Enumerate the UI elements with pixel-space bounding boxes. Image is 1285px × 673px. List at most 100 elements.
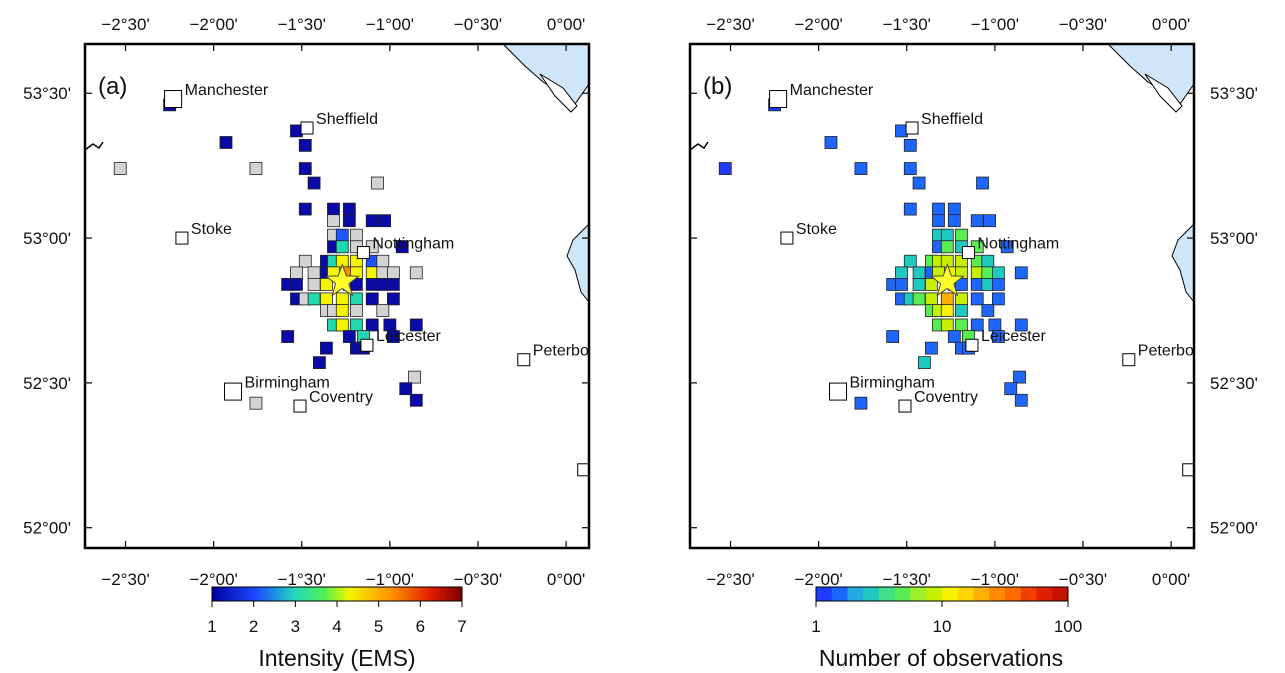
colorbar-b-block bbox=[989, 587, 1006, 601]
heatmap-cell bbox=[895, 266, 908, 280]
colorbar-b-block bbox=[957, 587, 974, 601]
heatmap-cell bbox=[335, 240, 349, 254]
tick-label-lon-top: −1°00' bbox=[971, 15, 1019, 34]
heatmap-cell bbox=[386, 330, 400, 343]
panel-a-intensity: Manchester Sheffield Stoke Nottingham Leices… bbox=[23, 15, 630, 671]
tick-label-lat: 53°00' bbox=[23, 229, 71, 248]
tick-label-lat: 53°00' bbox=[1210, 229, 1258, 248]
heatmap-cell bbox=[886, 330, 900, 343]
heatmap-cell bbox=[349, 318, 363, 332]
city-label: Stoke bbox=[191, 221, 232, 238]
heatmap-cell bbox=[365, 214, 379, 228]
tick-label-lat: 52°30' bbox=[23, 374, 71, 393]
tick-label-lon-top: 0°00' bbox=[1152, 15, 1190, 34]
city-label: Sheffield bbox=[921, 111, 983, 128]
heatmap-cell bbox=[932, 214, 945, 228]
colorbar-tick-label: 6 bbox=[416, 617, 425, 636]
heatmap-cell bbox=[371, 176, 384, 190]
heatmap-cell bbox=[925, 341, 938, 355]
heatmap-cell bbox=[954, 228, 968, 242]
heatmap-cell bbox=[1014, 318, 1028, 332]
heatmap-cell bbox=[970, 292, 984, 306]
heatmap-cell bbox=[947, 214, 961, 228]
colorbar-a-ticks: 1 2 3 4 5 6 7 bbox=[207, 601, 467, 636]
city-marker bbox=[293, 399, 307, 413]
heatmap-cell bbox=[307, 292, 321, 306]
tick-label-lon-top: −1°30' bbox=[278, 15, 326, 34]
sea-the-wash bbox=[566, 223, 589, 303]
panel-b-frame bbox=[688, 42, 1196, 550]
tick-label-lon-bottom: −1°00' bbox=[971, 570, 1019, 589]
heatmap-cell bbox=[940, 228, 954, 242]
heatmap-cell bbox=[249, 162, 263, 175]
heatmap-cell bbox=[327, 214, 340, 228]
heatmap-cell bbox=[342, 330, 356, 343]
heatmap-cell bbox=[940, 240, 954, 254]
heatmap-cell bbox=[1014, 266, 1028, 280]
heatmap-cell bbox=[940, 304, 954, 317]
panel-a-axis-ticks: −2°30' −2°30' −2°00' −2°00' −1°30' −1°30' −1°0… bbox=[23, 15, 589, 589]
heatmap-cell bbox=[940, 292, 954, 306]
heatmap-cell bbox=[409, 318, 423, 332]
tick-label-lon-top: −2°30' bbox=[101, 15, 149, 34]
colorbar-b-block bbox=[1036, 587, 1053, 601]
panel-b-colorbar: 1 10 100 Number of observations bbox=[811, 586, 1082, 671]
heatmap-cell bbox=[349, 228, 363, 242]
heatmap-cell bbox=[903, 138, 917, 152]
tick-label-lon-top: −2°00' bbox=[189, 15, 237, 34]
heatmap-cell bbox=[991, 292, 1005, 306]
colorbar-b-block bbox=[831, 587, 848, 601]
city-marker bbox=[961, 246, 975, 260]
heatmap-cell bbox=[342, 202, 356, 216]
heatmap-cell bbox=[983, 214, 996, 228]
colorbar-b-block bbox=[1005, 587, 1022, 601]
colorbar-b-block bbox=[942, 587, 959, 601]
heatmap-cell bbox=[912, 278, 926, 291]
tick-label-lon-top: −0°30' bbox=[1059, 15, 1107, 34]
heatmap-cell bbox=[903, 162, 917, 175]
humber-spit bbox=[1144, 73, 1183, 113]
heatmap-cell bbox=[981, 304, 995, 317]
epicenter-star-icon bbox=[929, 263, 965, 297]
tick-label-lon-top: −2°30' bbox=[706, 15, 754, 34]
city-marker bbox=[360, 338, 374, 352]
heatmap-cell bbox=[976, 176, 989, 190]
city-label: Peterborough bbox=[533, 343, 630, 360]
heatmap-cell bbox=[335, 292, 349, 306]
heatmap-cell bbox=[298, 254, 312, 268]
colorbar-b-label: Number of observations bbox=[819, 645, 1063, 671]
tick-label-lon-top: 0°00' bbox=[547, 15, 585, 34]
tick-label-lon-bottom: −1°30' bbox=[883, 570, 931, 589]
colorbar-tick-label: 7 bbox=[457, 617, 466, 636]
city-label: Stoke bbox=[796, 221, 837, 238]
colorbar-b-block bbox=[910, 587, 927, 601]
city-marker bbox=[769, 90, 788, 109]
heatmap-cell bbox=[940, 318, 954, 332]
heatmap-cell bbox=[307, 278, 321, 291]
heatmap-cell bbox=[298, 138, 312, 152]
colorbar-tick-label: 1 bbox=[811, 617, 820, 636]
colorbar-b-ramp bbox=[815, 586, 1069, 602]
heatmap-cell bbox=[917, 356, 931, 370]
city-label: Birmingham bbox=[245, 375, 330, 392]
heatmap-cell bbox=[903, 254, 917, 268]
heatmap-cell bbox=[365, 292, 379, 306]
heatmap-cell bbox=[290, 278, 303, 291]
heatmap-cell bbox=[376, 304, 390, 317]
colorbar-b-block bbox=[894, 587, 911, 601]
tick-label-lon-bottom: −1°30' bbox=[278, 570, 326, 589]
heatmap-cell bbox=[970, 214, 984, 228]
tick-label-lat: 52°30' bbox=[1210, 374, 1258, 393]
heatmap-cell bbox=[335, 228, 349, 242]
tick-label-lon-bottom: −2°00' bbox=[794, 570, 842, 589]
epicenter-star-icon bbox=[324, 263, 360, 297]
heatmap-cell bbox=[991, 266, 1005, 280]
tick-label-lon-top: −1°00' bbox=[366, 15, 414, 34]
colorbar-tick-label: 4 bbox=[332, 617, 341, 636]
heatmap-cell bbox=[854, 162, 868, 175]
heatmap-cell bbox=[954, 318, 968, 332]
sea-the-wash bbox=[1171, 223, 1194, 303]
colorbar-b-block bbox=[816, 587, 833, 601]
colorbar-b-block bbox=[926, 587, 943, 601]
city-marker bbox=[224, 382, 243, 401]
